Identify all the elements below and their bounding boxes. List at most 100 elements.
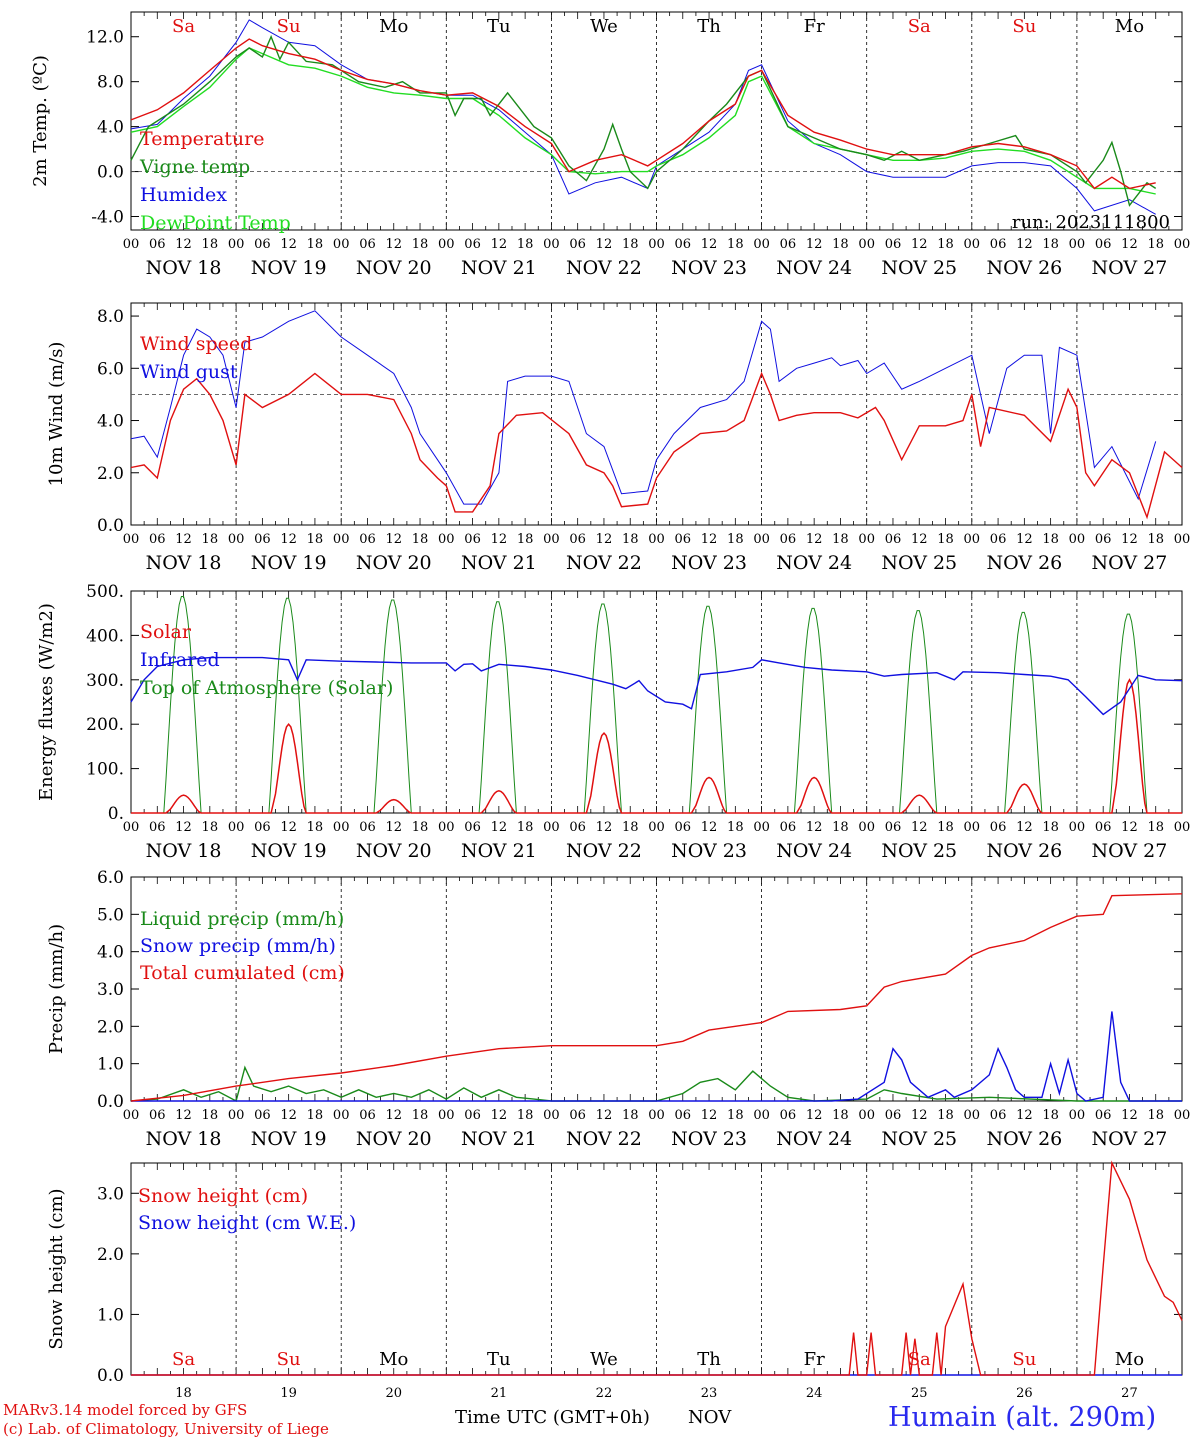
hour-label: 12 <box>280 532 297 547</box>
hour-label: 00 <box>1174 820 1191 835</box>
y-tick-label: 8.0 <box>97 73 124 93</box>
weekday-label: Tu <box>487 16 511 37</box>
hour-label: 06 <box>359 532 376 547</box>
hour-label: 06 <box>780 820 797 835</box>
hour-label: 00 <box>964 820 981 835</box>
hour-label: 00 <box>228 820 245 835</box>
hour-label: 18 <box>727 820 744 835</box>
hour-label: 18 <box>937 1108 954 1123</box>
hour-label: 00 <box>753 1108 770 1123</box>
hour-label: 18 <box>517 532 534 547</box>
date-label: NOV 24 <box>776 257 852 279</box>
y-tick-label: 100. <box>86 760 124 780</box>
hour-label: 06 <box>359 1108 376 1123</box>
weekday-label: Su <box>1012 1349 1036 1370</box>
weekday-label: Th <box>697 1349 721 1370</box>
hour-label: 12 <box>911 1108 928 1123</box>
hour-label: 06 <box>675 820 692 835</box>
hour-label: 00 <box>753 820 770 835</box>
hour-label: 18 <box>727 1108 744 1123</box>
hour-label: 06 <box>1095 532 1112 547</box>
date-label: NOV 22 <box>566 552 642 574</box>
date-label: NOV 25 <box>881 1128 957 1150</box>
y-tick-label: 2.0 <box>97 464 124 484</box>
hour-label: 12 <box>385 532 402 547</box>
weekday-label: Mo <box>1115 16 1144 37</box>
weekday-label: Tu <box>487 1349 511 1370</box>
date-label: NOV 22 <box>566 1128 642 1150</box>
hour-label: 00 <box>333 820 350 835</box>
weekday-label: Sa <box>908 16 931 37</box>
hour-label: 06 <box>780 237 797 252</box>
date-label: NOV 23 <box>671 1128 747 1150</box>
series-snow-precip-mm-h <box>131 1011 1182 1102</box>
hour-label: 06 <box>569 820 586 835</box>
hour-label: 06 <box>359 820 376 835</box>
legend-entry: Humidex <box>140 184 227 206</box>
hour-label: 18 <box>727 237 744 252</box>
hour-label: 12 <box>701 237 718 252</box>
date-label: NOV 22 <box>566 840 642 862</box>
series-temperature <box>130 38 1156 190</box>
y-tick-label: -4.0 <box>91 208 124 228</box>
y-axis-label: Energy fluxes (W/m2) <box>36 603 57 801</box>
hour-label: 12 <box>491 820 508 835</box>
legend-entry: Infrared <box>140 649 220 671</box>
y-axis-label: 2m Temp. (ºC) <box>30 55 51 187</box>
hour-label: 06 <box>149 820 166 835</box>
hour-label: 12 <box>280 820 297 835</box>
hour-label: 06 <box>780 1108 797 1123</box>
hour-label: 18 <box>832 237 849 252</box>
hour-label: 12 <box>596 532 613 547</box>
hour-label: 06 <box>885 237 902 252</box>
y-tick-label: 400. <box>86 626 124 646</box>
date-label: NOV 24 <box>776 1128 852 1150</box>
hour-label: 18 <box>1042 532 1059 547</box>
day-number-label: 24 <box>806 1386 823 1401</box>
y-tick-label: 6.0 <box>97 868 124 888</box>
hour-label: 06 <box>990 237 1007 252</box>
hour-label: 00 <box>543 820 560 835</box>
y-tick-label: 0.0 <box>97 516 124 536</box>
weekday-label: Su <box>277 1349 301 1370</box>
hour-label: 06 <box>675 532 692 547</box>
date-label: NOV 20 <box>356 840 432 862</box>
hour-label: 18 <box>517 1108 534 1123</box>
series-wind-speed <box>130 371 1183 520</box>
run-annotation: run: 2023111800 <box>1012 212 1170 233</box>
date-label: NOV 23 <box>671 257 747 279</box>
y-tick-label: 8.0 <box>97 307 124 327</box>
hour-label: 06 <box>149 1108 166 1123</box>
date-label: NOV 23 <box>671 552 747 574</box>
hour-label: 00 <box>1174 237 1191 252</box>
weekday-label: We <box>590 1349 618 1370</box>
y-tick-label: 1.0 <box>97 1305 124 1325</box>
date-label: NOV 24 <box>776 552 852 574</box>
hour-label: 12 <box>911 820 928 835</box>
series-solar <box>131 678 1182 814</box>
hour-label: 00 <box>123 532 140 547</box>
y-tick-label: 3.0 <box>97 980 124 1000</box>
date-label: NOV 21 <box>461 840 537 862</box>
hour-label: 00 <box>438 820 455 835</box>
weekday-label: Mo <box>379 16 408 37</box>
hour-label: 00 <box>228 237 245 252</box>
hour-label: 18 <box>412 1108 429 1123</box>
hour-label: 18 <box>622 1108 639 1123</box>
hour-label: 06 <box>1095 820 1112 835</box>
hour-label: 00 <box>543 532 560 547</box>
date-label: NOV 19 <box>251 1128 327 1150</box>
panel-2: 8.0 6.0 4.0 2.0 0.0 10m Wind (m/s) 00 06 12 18 00 0… <box>46 302 1190 574</box>
date-label: NOV 18 <box>146 1128 222 1150</box>
hour-label: 12 <box>175 1108 192 1123</box>
hour-label: 00 <box>123 1108 140 1123</box>
hour-label: 18 <box>412 237 429 252</box>
hour-label: 00 <box>964 237 981 252</box>
hour-label: 06 <box>464 1108 481 1123</box>
legend-entry: Vigne temp <box>139 156 250 178</box>
date-label: NOV 18 <box>146 840 222 862</box>
hour-label: 06 <box>254 1108 271 1123</box>
x-axis-unit: NOV <box>688 1407 732 1428</box>
y-tick-label: 500. <box>86 582 124 602</box>
hour-label: 00 <box>543 237 560 252</box>
